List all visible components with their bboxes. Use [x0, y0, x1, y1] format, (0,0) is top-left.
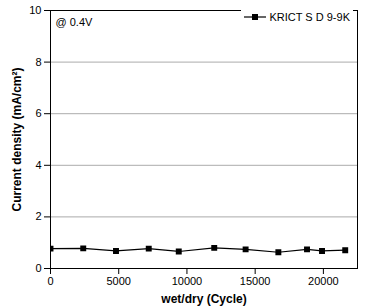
svg-text:5000: 5000 — [106, 275, 130, 287]
svg-text:0: 0 — [47, 275, 53, 287]
svg-text:20000: 20000 — [308, 275, 339, 287]
svg-text:4: 4 — [35, 159, 41, 171]
svg-text:0: 0 — [35, 262, 41, 274]
html-text:KRICT S D 9-9K: KRICT S D 9-9K — [269, 11, 350, 23]
svg-text:6: 6 — [35, 107, 41, 119]
svg-text:8: 8 — [35, 56, 41, 68]
svg-text:15000: 15000 — [240, 275, 271, 287]
svg-text:2: 2 — [35, 210, 41, 222]
svg-text:@ 0.4V: @ 0.4V — [56, 16, 94, 28]
svg-text:Current density (mA/cm²): Current density (mA/cm²) — [10, 67, 24, 211]
svg-text:10000: 10000 — [172, 275, 203, 287]
svg-text:10: 10 — [29, 4, 41, 16]
svg-text:wet/dry (Cycle): wet/dry (Cycle) — [160, 292, 246, 306]
